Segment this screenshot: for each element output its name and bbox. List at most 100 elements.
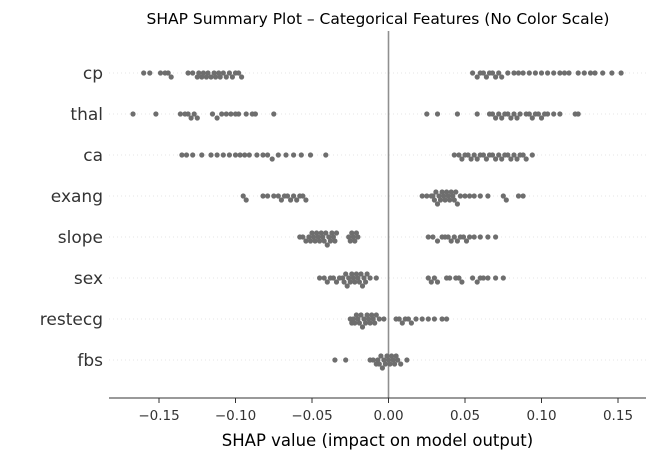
shap-point <box>538 115 545 121</box>
shap-point <box>367 320 373 326</box>
shap-point <box>260 152 266 158</box>
shap-point <box>240 193 246 199</box>
shap-point <box>370 357 376 363</box>
shap-point <box>236 70 242 76</box>
shap-point <box>217 74 223 80</box>
shap-point <box>474 156 480 162</box>
shap-point <box>226 152 232 158</box>
shap-point <box>265 193 271 199</box>
shap-point <box>431 316 437 322</box>
shap-point <box>153 111 159 117</box>
shap-point <box>303 238 309 244</box>
shap-point <box>390 357 396 363</box>
shap-point <box>216 70 222 76</box>
shap-point <box>369 312 375 318</box>
shap-point <box>141 70 147 76</box>
shap-point <box>451 234 457 240</box>
shap-point <box>333 279 340 285</box>
shap-point <box>493 234 499 240</box>
x-tick-label: −0.05 <box>291 408 332 424</box>
shap-points <box>130 70 624 371</box>
shap-point <box>463 238 470 244</box>
shap-point <box>493 115 499 121</box>
shap-point <box>379 365 385 371</box>
shap-point <box>474 279 480 285</box>
shap-point <box>505 111 511 117</box>
shap-point <box>191 111 197 117</box>
feature-label: thal <box>70 105 103 125</box>
shap-point <box>520 70 526 76</box>
shap-point <box>470 275 476 281</box>
shap-point <box>532 70 539 76</box>
shap-point <box>396 316 402 322</box>
shap-point <box>373 275 379 281</box>
shap-point <box>489 70 496 76</box>
shap-point <box>183 152 190 158</box>
shap-point <box>508 115 514 121</box>
shap-point <box>346 234 352 240</box>
shap-point <box>499 74 505 80</box>
feature-label: exang <box>51 187 103 207</box>
shap-point <box>223 111 229 117</box>
shap-point <box>480 275 486 281</box>
shap-point <box>199 74 205 80</box>
feature-label: sex <box>74 269 103 289</box>
shap-point <box>581 70 587 76</box>
shap-point <box>330 275 336 281</box>
x-tick-label: −0.10 <box>215 408 256 424</box>
shap-point <box>456 275 462 281</box>
shap-point <box>453 189 459 195</box>
shap-point <box>430 193 436 199</box>
shap-point <box>350 316 356 322</box>
shap-point <box>228 111 234 117</box>
shap-point <box>515 70 522 76</box>
shap-point <box>600 70 606 76</box>
shap-point <box>480 70 486 76</box>
shap-point <box>575 111 581 117</box>
shap-point <box>309 230 315 236</box>
shap-point <box>307 152 314 158</box>
shap-point <box>190 70 196 76</box>
shap-point <box>318 230 324 236</box>
shap-point <box>372 320 378 326</box>
shap-point <box>147 70 153 76</box>
shap-point <box>496 152 502 158</box>
shap-point <box>511 111 517 117</box>
shap-point <box>444 316 450 322</box>
shap-point <box>389 353 395 359</box>
shap-point <box>500 275 506 281</box>
shap-point <box>321 238 327 244</box>
shap-point <box>431 275 437 281</box>
shap-point <box>448 189 454 195</box>
shap-point <box>236 111 242 117</box>
shap-point <box>535 111 542 117</box>
shap-point <box>208 152 214 158</box>
shap-point <box>323 230 329 236</box>
chart-title: SHAP Summary Plot – Categorical Features… <box>147 10 610 28</box>
shap-point <box>329 230 335 236</box>
shap-point <box>385 357 392 363</box>
shap-point <box>320 234 326 240</box>
shap-point <box>220 152 226 158</box>
shap-point <box>359 283 366 289</box>
shap-point <box>317 275 323 281</box>
shap-point <box>265 152 271 158</box>
shap-point <box>366 316 372 322</box>
shap-point <box>352 238 358 244</box>
shap-point <box>356 279 362 285</box>
shap-point <box>428 279 434 285</box>
shap-point <box>489 152 496 158</box>
shap-point <box>363 279 369 285</box>
shap-point <box>404 357 410 363</box>
shap-point <box>291 193 297 199</box>
shap-point <box>474 111 480 117</box>
shap-point <box>517 111 523 117</box>
shap-point <box>223 74 229 80</box>
shap-point <box>384 353 390 359</box>
shap-point <box>459 279 465 285</box>
shap-point <box>538 70 545 76</box>
shap-point <box>434 201 441 207</box>
shap-point <box>310 234 317 240</box>
shap-point <box>358 312 364 318</box>
